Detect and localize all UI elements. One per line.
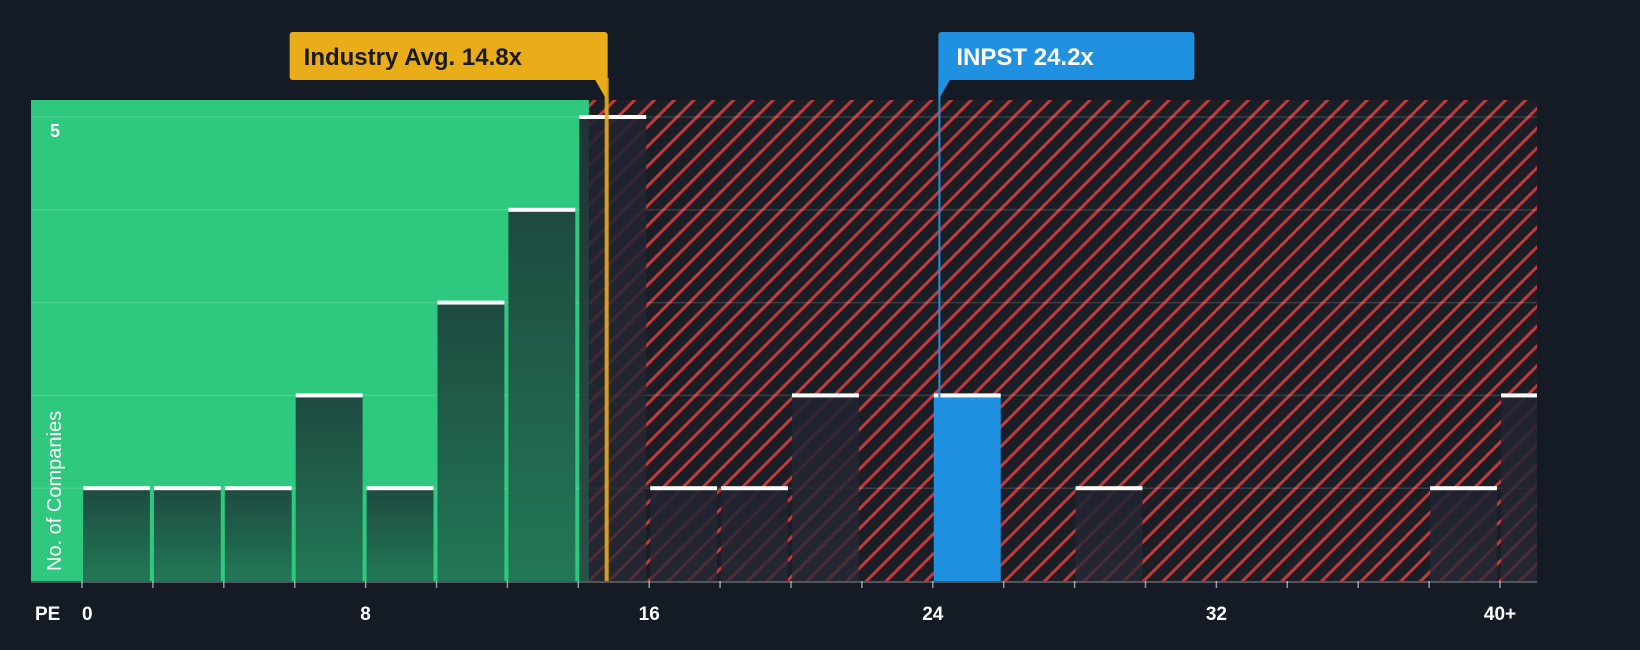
bar-cap-0 <box>83 486 150 491</box>
bar-0 <box>83 488 150 581</box>
x-tick-label-8: 8 <box>360 604 371 625</box>
company-line <box>938 78 941 581</box>
company-pointer <box>938 79 951 100</box>
bar-cap-18 <box>721 486 788 491</box>
industry-avg-line <box>604 78 609 581</box>
x-axis-label: PE <box>35 604 60 625</box>
x-tick-label-32: 32 <box>1206 604 1227 625</box>
y-tick-label-5: 5 <box>50 121 60 141</box>
bar-cap-10 <box>437 300 505 305</box>
x-tick-label-16: 16 <box>639 604 660 625</box>
bar-24 <box>933 395 1001 581</box>
bars <box>83 115 1537 582</box>
bar-12 <box>508 209 576 582</box>
company-callout <box>938 32 1195 80</box>
bar-18 <box>721 488 788 581</box>
bar-40 <box>1501 395 1537 581</box>
bar-cap-4 <box>224 486 292 491</box>
x-tick-label-24: 24 <box>922 604 944 625</box>
company-label: INPST 24.2x <box>956 44 1094 71</box>
industry-avg-callout <box>289 32 608 80</box>
bar-16 <box>650 488 718 581</box>
bar-38 <box>1430 488 1497 581</box>
x-ticks: 0 8 16 24 32 40+ <box>31 581 1537 625</box>
markers: Industry Avg. 14.8x INPST 24.2x <box>289 32 1195 581</box>
y-axis-label: No. of Companies <box>44 411 66 571</box>
bar-10 <box>437 302 505 581</box>
bar-cap-8 <box>366 486 434 491</box>
bar-2 <box>153 488 221 581</box>
bar-cap-20 <box>792 393 859 398</box>
bar-cap-2 <box>153 486 221 491</box>
bar-cap-12 <box>508 207 576 212</box>
x-tick-label-40+: 40+ <box>1484 604 1516 625</box>
bar-20 <box>792 395 859 581</box>
bar-cap-16 <box>650 486 718 491</box>
bar-cap-38 <box>1430 486 1497 491</box>
x-tick-label-0: 0 <box>82 604 93 625</box>
industry-avg-label: Industry Avg. 14.8x <box>304 44 523 71</box>
bar-cap-6 <box>295 393 363 398</box>
bar-4 <box>224 488 292 581</box>
bar-cap-28 <box>1075 486 1143 491</box>
bar-cap-14 <box>579 115 647 119</box>
bar-cap-40 <box>1501 393 1537 398</box>
bar-28 <box>1075 488 1143 581</box>
industry-avg-pointer <box>594 79 607 100</box>
bar-6 <box>295 395 363 581</box>
bar-8 <box>366 488 434 581</box>
bar-cap-24 <box>933 393 1001 398</box>
bar-14 <box>579 117 647 581</box>
